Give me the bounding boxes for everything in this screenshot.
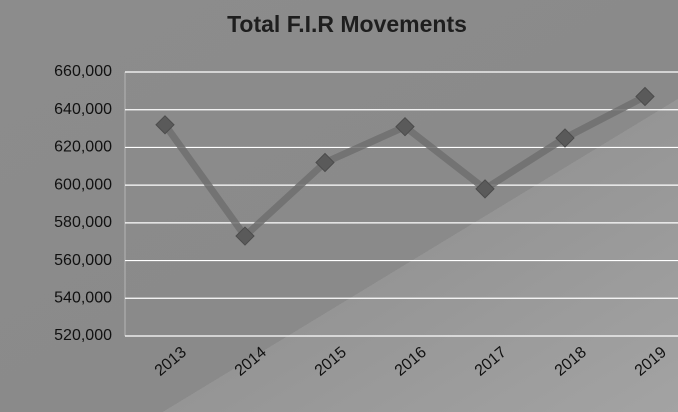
marker xyxy=(315,152,335,173)
y-tick-label: 520,000 xyxy=(54,327,112,344)
y-tick-label: 560,000 xyxy=(54,252,112,269)
marker xyxy=(635,86,655,107)
y-tick-label: 580,000 xyxy=(54,214,112,231)
chart-title: Total F.I.R Movements xyxy=(227,11,467,37)
marker xyxy=(475,179,495,199)
marker xyxy=(235,226,255,246)
y-tick-label: 600,000 xyxy=(54,176,112,193)
y-tick-label: 660,000 xyxy=(54,63,112,80)
y-tick-label: 620,000 xyxy=(54,139,112,156)
y-tick-label: 540,000 xyxy=(54,290,112,307)
marker xyxy=(395,116,415,137)
y-tick-label: 640,000 xyxy=(54,101,112,118)
marker xyxy=(155,115,175,135)
marker xyxy=(555,128,575,148)
